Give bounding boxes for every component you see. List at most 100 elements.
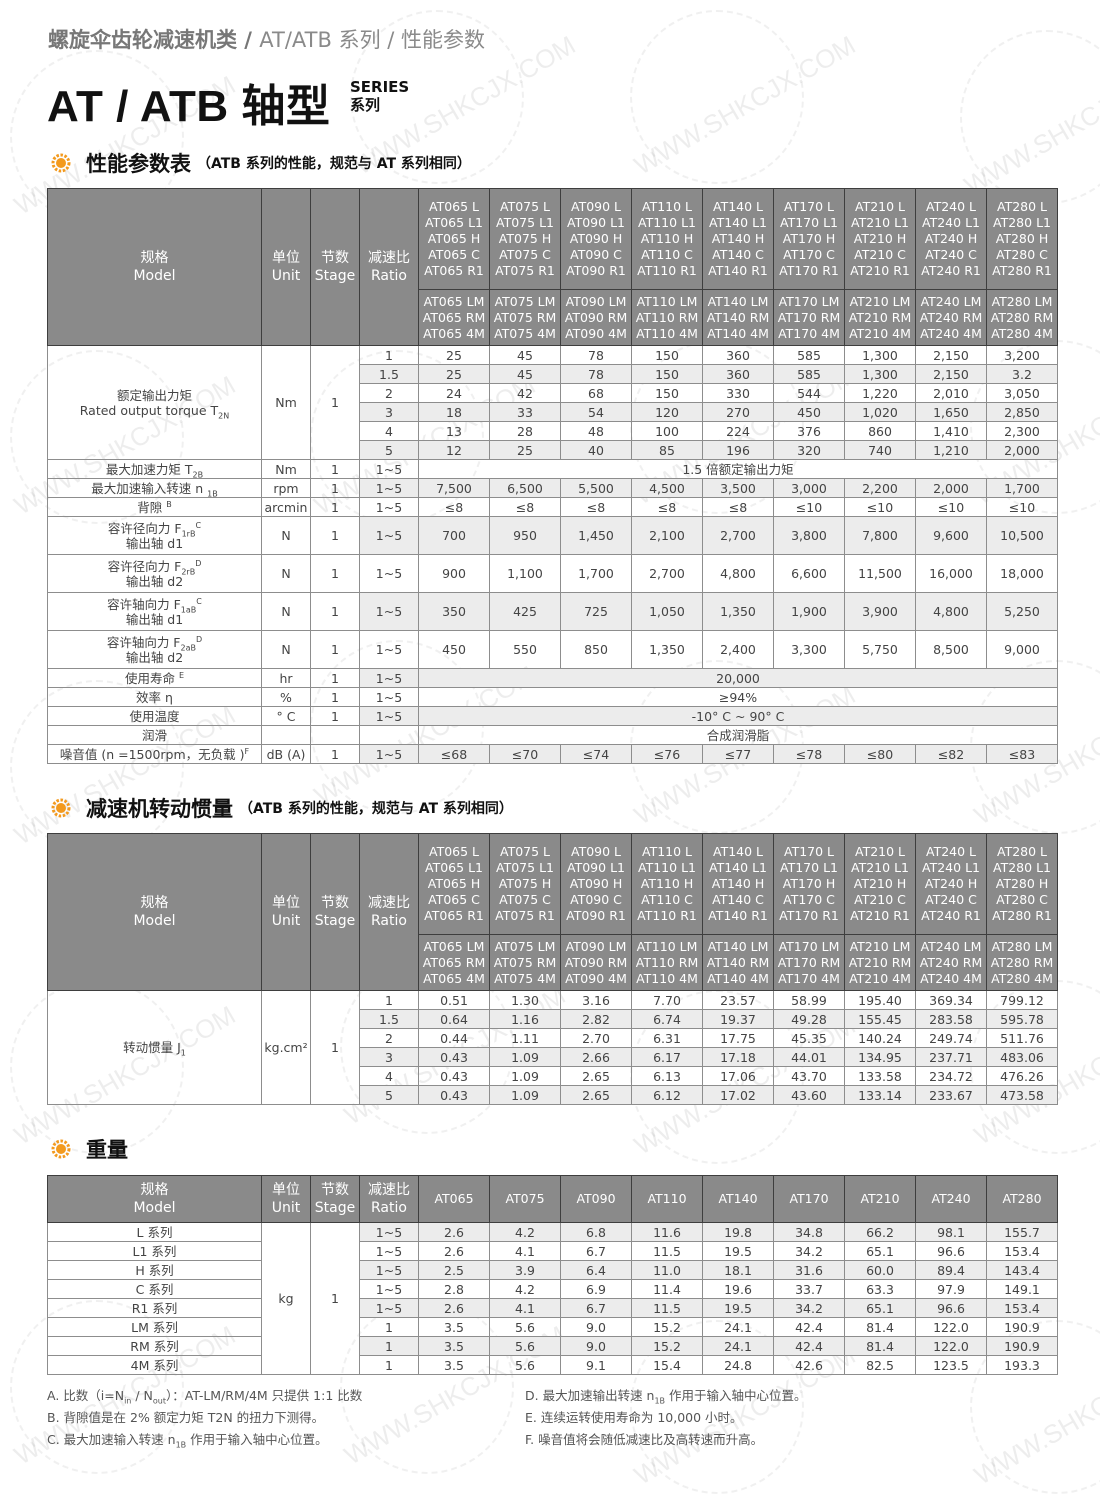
footnote-subscript: 1B (175, 1440, 187, 1450)
header-models-upper: AT280 L AT280 L1 AT280 H AT280 C AT280 R… (986, 188, 1058, 290)
unit-cell: Nm (261, 459, 311, 479)
table-row: 3 0.43 1.09 2.66 6.17 17.18 44.01 134.95 237.71 4… (48, 1047, 1058, 1067)
value-cell: 6.4 (560, 1260, 632, 1280)
value-cell: 2,010 (915, 383, 987, 403)
ratio-cell: 1~5 (359, 630, 419, 669)
ratio-cell: 1 (359, 1336, 419, 1356)
value-cell: 376 (773, 421, 845, 441)
header-model-en: Model (133, 913, 176, 929)
value-cell: 12 (418, 440, 490, 460)
value-cell: 33.7 (773, 1279, 845, 1299)
row-label: RM 系列 (47, 1336, 262, 1356)
value-cell: 320 (773, 440, 845, 460)
table-row: 额定输出力矩 Rated output torque T2N Nm 1 1 25 45 78 1… (47, 345, 1058, 460)
value-cell: 16,000 (915, 554, 987, 593)
row-label-text: 噪音值 (n =1500rpm，无负载 ) (59, 746, 245, 762)
header-row: 规格 Model 单位 Unit 节数 Stage 减速比 Ratio AT065 AT075 AT… (47, 1175, 1058, 1223)
value-cell: 4.1 (489, 1241, 561, 1261)
value-cell: 6.13 (631, 1066, 703, 1086)
value-cell: 81.4 (844, 1336, 916, 1356)
row-label-subscript: 1B (207, 489, 218, 498)
value-cell: 473.58 (986, 1085, 1058, 1105)
value-cell: 4.1 (489, 1298, 561, 1318)
value-cell: 7,800 (844, 516, 916, 555)
value-cell: 9,000 (986, 630, 1058, 669)
value-cell: 9.1 (560, 1355, 632, 1375)
row-label-superscript: D (195, 558, 202, 568)
value-cell: ≤10 (915, 497, 987, 517)
header-models-upper: AT140 L AT140 L1 AT140 H AT140 C AT140 R… (702, 833, 774, 935)
ratio-cell: 1~5 (359, 592, 419, 631)
value-cell: 19.5 (702, 1241, 774, 1261)
ratio-cell: 1~5 (359, 744, 419, 764)
value-cell: 4,800 (702, 554, 774, 593)
value-cell: 18.1 (702, 1260, 774, 1280)
header-stage: 节数 Stage (310, 1175, 360, 1223)
value-cell: 1.09 (489, 1066, 561, 1086)
value-cell: 11.0 (631, 1260, 703, 1280)
value-cell: 96.6 (915, 1298, 987, 1318)
value-cell: 270 (702, 402, 774, 422)
header-stage: 节数 Stage (310, 833, 360, 991)
header-models-upper: AT280 L AT280 L1 AT280 H AT280 C AT280 R… (986, 833, 1058, 935)
value-cell: 17.02 (702, 1085, 774, 1105)
row-label-line2: 输出轴 d1 (125, 535, 184, 551)
table-row: 容许轴向力 F1aBC 输出轴 d1 N 1 1~5 350 425 725 1,050 1,35… (47, 592, 1058, 631)
value-cell: 4,800 (915, 592, 987, 631)
header-models-upper: AT065 L AT065 L1 AT065 H AT065 C AT065 R… (418, 188, 490, 290)
row-label: L 系列 (47, 1222, 262, 1242)
value-cell: 6,500 (489, 478, 561, 498)
value-cell: 17.75 (702, 1028, 774, 1048)
row-label: R1 系列 (47, 1298, 262, 1318)
unit-cell (261, 725, 311, 745)
footnote: A. 比数（i=Nin / Nout）：AT-LM/RM/4M 只提供 1:1 … (47, 1385, 362, 1406)
footnote-subscript: in (124, 1396, 132, 1406)
header-models-upper: AT110 L AT110 L1 AT110 H AT110 C AT110 R… (631, 833, 703, 935)
unit-cell: N (261, 516, 311, 555)
value-cell: 58.99 (773, 990, 845, 1010)
value-cell: 1,650 (915, 402, 987, 422)
stage-cell: 1 (310, 630, 360, 669)
row-label: 效率 η (47, 687, 262, 707)
unit-cell: rpm (261, 478, 311, 498)
header-unit-en: Unit (271, 1200, 301, 1216)
value-cell: 1,220 (844, 383, 916, 403)
value-cell: 6.74 (631, 1009, 703, 1029)
value-cell: 63.3 (844, 1279, 916, 1299)
value-cell: 1,410 (915, 421, 987, 441)
stage-cell: 1 (310, 990, 360, 1105)
spanned-value: 20,000 (418, 668, 1058, 688)
value-cell: 140.24 (844, 1028, 916, 1048)
value-cell: 190.9 (986, 1317, 1058, 1337)
header-models-lower: AT280 LM AT280 RM AT280 4M (986, 289, 1058, 346)
table-row: 5 12 25 40 85 196 320 740 1,210 2,000 (48, 440, 1058, 460)
value-cell: 190.9 (986, 1336, 1058, 1356)
value-cell: 60.0 (844, 1260, 916, 1280)
table-row: 润滑 合成润滑脂 (47, 725, 1058, 745)
value-cell: 31.6 (773, 1260, 845, 1280)
value-cell: 0.43 (418, 1066, 490, 1086)
value-cell: 2.65 (560, 1066, 632, 1086)
footnote-text: D. 最大加速输出转速 n (525, 1388, 655, 1403)
header-models-lower: AT210 LM AT210 RM AT210 4M (844, 934, 916, 991)
value-cell: 0.43 (418, 1085, 490, 1105)
unit-cell: N (261, 630, 311, 669)
value-cell: 123.5 (915, 1355, 987, 1375)
stage-cell: 1 (310, 478, 360, 498)
header-model-zh: 规格 (140, 1182, 169, 1198)
header-model-name: AT210 (844, 1175, 916, 1223)
header-models-upper: AT140 L AT140 L1 AT140 H AT140 C AT140 R… (702, 188, 774, 290)
header-model-zh: 规格 (140, 895, 169, 911)
row-label-line2: 输出轴 d2 (125, 649, 184, 665)
row-label-subscript: 2N (218, 411, 230, 420)
value-cell: 799.12 (986, 990, 1058, 1010)
header-models-lower: AT110 LM AT110 RM AT110 4M (631, 289, 703, 346)
row-label-subscript: 2B (192, 470, 204, 479)
value-cell: 234.72 (915, 1066, 987, 1086)
value-cell: 19.8 (702, 1222, 774, 1242)
ratio-cell: 3 (359, 1047, 419, 1067)
section-title: 重量 (86, 1138, 128, 1162)
footnote: C. 最大加速输入转速 n1B 作用于输入轴中心位置。 (47, 1429, 328, 1450)
value-cell: 42.6 (773, 1355, 845, 1375)
table-row: 噪音值 (n =1500rpm，无负载 )F dB (A) 1 1~5 ≤68 ≤70 ≤7… (47, 744, 1058, 764)
